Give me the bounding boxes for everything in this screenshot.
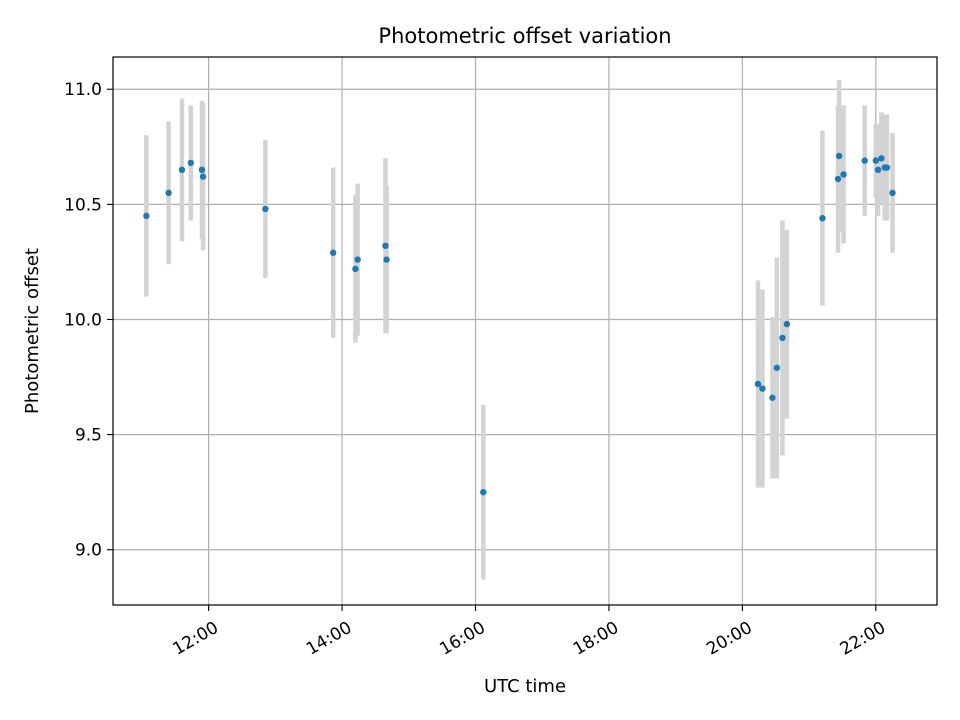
data-point (834, 175, 842, 183)
data-point (754, 380, 762, 388)
data-point (878, 155, 885, 162)
data-point (165, 189, 172, 197)
data-point (354, 256, 361, 263)
x-tick-label: 16:00 (436, 618, 488, 660)
x-tick-label: 12:00 (169, 618, 221, 660)
data-point (383, 256, 390, 263)
data-point (773, 364, 781, 372)
data-point (187, 159, 195, 167)
data-point (329, 249, 337, 256)
y-tick-label: 9.0 (75, 541, 102, 561)
plot-frame (112, 56, 938, 606)
error-bars (144, 80, 895, 580)
data-point (769, 394, 776, 401)
data-point (759, 385, 766, 392)
data-point (199, 173, 207, 180)
grid (113, 57, 937, 605)
x-tick-label: 22:00 (837, 618, 889, 660)
data-point (480, 488, 487, 496)
x-tick-label: 14:00 (303, 618, 355, 660)
data-point (883, 164, 891, 171)
y-tick-label: 9.5 (75, 426, 102, 446)
data-point (819, 214, 826, 222)
data-point (872, 157, 880, 164)
data-point (198, 166, 206, 174)
data-point (874, 166, 882, 174)
data-point (835, 152, 843, 160)
x-axis-label: UTC time (484, 676, 566, 697)
data-point (262, 205, 269, 213)
data-point (382, 242, 389, 250)
x-axis: 12:00 14:00 16:00 18:00 20:00 22:00 (169, 605, 889, 660)
data-point (861, 157, 868, 164)
data-point (143, 212, 150, 220)
data-point (779, 334, 786, 342)
y-tick-label: 10.0 (64, 310, 102, 330)
data-points (143, 152, 896, 496)
data-point (352, 265, 359, 273)
y-tick-label: 10.5 (64, 195, 102, 215)
y-axis-label: Photometric offset (22, 248, 43, 414)
data-point (840, 171, 847, 178)
y-tick-label: 11.0 (64, 80, 102, 100)
chart-title: Photometric offset variation (378, 24, 671, 48)
x-tick-label: 18:00 (570, 618, 622, 660)
y-axis: 9.0 9.5 10.0 10.5 11.0 (64, 80, 113, 561)
x-tick-label: 20:00 (703, 618, 755, 660)
data-point (783, 320, 791, 328)
data-point (889, 189, 896, 197)
data-point (178, 166, 186, 174)
